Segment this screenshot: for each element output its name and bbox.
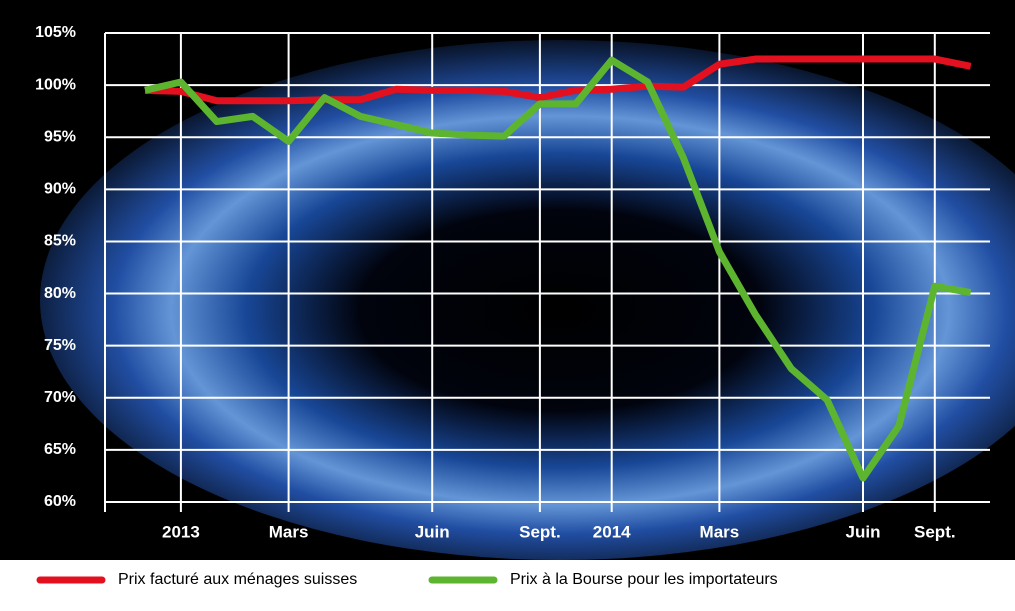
y-tick-label: 100% (35, 76, 76, 93)
y-tick-label: 70% (44, 389, 76, 406)
legend-area (0, 560, 1015, 611)
x-tick-label: Mars (700, 522, 740, 541)
x-tick-label: Mars (269, 522, 309, 541)
y-tick-label: 85% (44, 233, 76, 250)
legend-label: Prix à la Bourse pour les importateurs (510, 571, 778, 588)
y-tick-label: 75% (44, 337, 76, 354)
x-tick-label: 2013 (162, 522, 200, 541)
legend-label: Prix facturé aux ménages suisses (118, 571, 357, 588)
series-line (144, 56, 972, 482)
x-tick-label: Sept. (519, 522, 561, 541)
y-tick-label: 80% (44, 285, 76, 302)
x-tick-label: Juin (846, 522, 881, 541)
x-tick-label: 2014 (593, 522, 631, 541)
y-tick-label: 90% (44, 181, 76, 198)
x-tick-label: Sept. (914, 522, 956, 541)
y-tick-label: 105% (35, 24, 76, 41)
plot: 60% 65% 70% 75% 80% 85% 90% 95% 100% 105% 2013 Mars… (35, 24, 990, 541)
y-tick-label: 95% (44, 128, 76, 145)
x-tick-label: Juin (415, 522, 450, 541)
y-tick-label: 65% (44, 441, 76, 458)
flame-glow (40, 40, 1015, 560)
series-line (144, 55, 972, 105)
y-tick-label: 60% (44, 493, 76, 510)
